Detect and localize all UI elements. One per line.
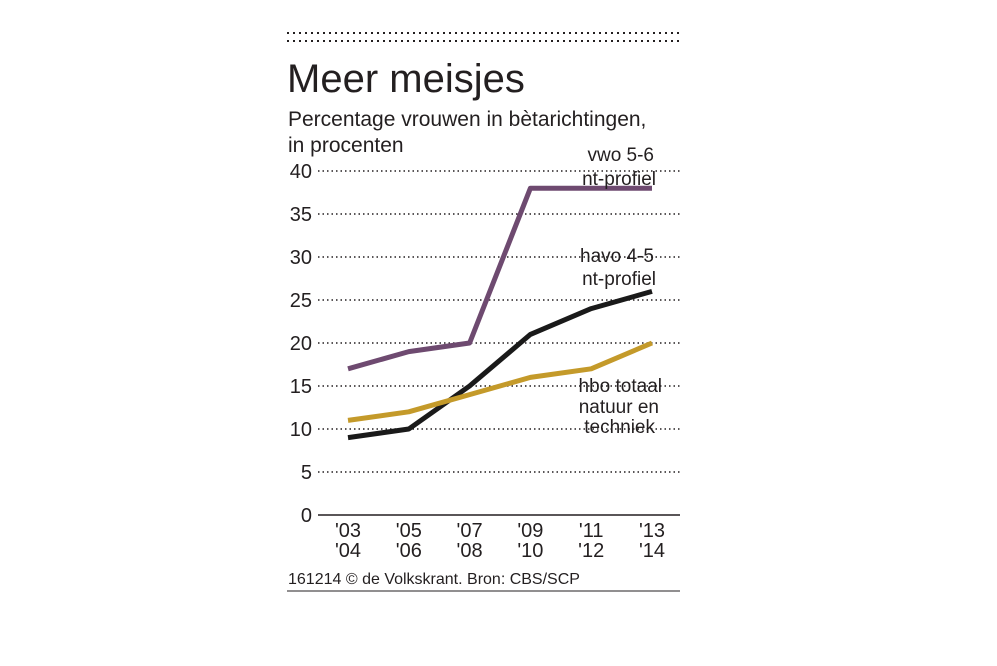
series-label-hbo-line-2: natuur en: [579, 397, 659, 418]
y-tick-label-30: 30: [290, 247, 312, 269]
series-label-hbo-line-1: hbo totaal: [579, 376, 662, 397]
chart-title: Meer meisjes: [287, 57, 525, 101]
series-label-vwo-line-2: nt-profiel: [582, 169, 656, 190]
chart-subtitle-line-2: in procenten: [288, 134, 404, 157]
y-tick-label-15: 15: [290, 376, 312, 398]
y-axis-ticks: 0 5 10 15 20 25 30 35 40: [290, 161, 312, 527]
series-line-hbo: [347, 340, 653, 423]
series-lines: [347, 185, 653, 441]
y-tick-label-25: 25: [290, 290, 312, 312]
source-credit: 161214 © de Volkskrant. Bron: CBS/SCP: [288, 571, 580, 588]
y-tick-label-5: 5: [301, 462, 312, 484]
x-tick-label-2-top: '07: [457, 520, 483, 542]
x-axis-ticks: '03'04 '05'06 '07'08 '09'10 '11'12 '13'14: [335, 520, 665, 562]
y-tick-label-40: 40: [290, 161, 312, 183]
x-tick-label-3-top: '09: [517, 520, 543, 542]
series-line-havo: [347, 288, 653, 441]
x-tick-label-2-bottom: '08: [457, 540, 483, 562]
series-label-vwo: vwo 5-6 nt-profiel: [582, 145, 656, 190]
x-tick-label-3-bottom: '10: [517, 540, 543, 562]
series-label-havo: havo 4-5 nt-profiel: [580, 246, 656, 290]
x-tick-label-5-top: '13: [639, 520, 665, 542]
chart-subtitle-line-1: Percentage vrouwen in bètarichtingen,: [288, 108, 646, 131]
series-label-havo-line-1: havo 4-5: [580, 246, 654, 267]
series-label-havo-line-2: nt-profiel: [582, 269, 656, 290]
y-tick-label-35: 35: [290, 204, 312, 226]
x-tick-label-4-top: '11: [579, 520, 604, 542]
y-tick-label-10: 10: [290, 419, 312, 441]
y-tick-label-0: 0: [301, 505, 312, 527]
gridlines: [318, 170, 680, 516]
series-label-hbo: hbo totaal natuur en techniek: [579, 376, 662, 438]
series-label-hbo-line-3: techniek: [584, 417, 655, 438]
series-line-vwo: [347, 185, 652, 372]
y-tick-label-20: 20: [290, 333, 312, 355]
x-tick-label-0-bottom: '04: [335, 540, 361, 562]
x-tick-label-0-top: '03: [335, 520, 361, 542]
series-label-vwo-line-1: vwo 5-6: [587, 145, 654, 166]
x-tick-label-1-top: '05: [396, 520, 422, 542]
x-tick-label-4-bottom: '12: [578, 540, 604, 562]
x-tick-label-1-bottom: '06: [396, 540, 422, 562]
x-tick-label-5-bottom: '14: [639, 540, 665, 562]
